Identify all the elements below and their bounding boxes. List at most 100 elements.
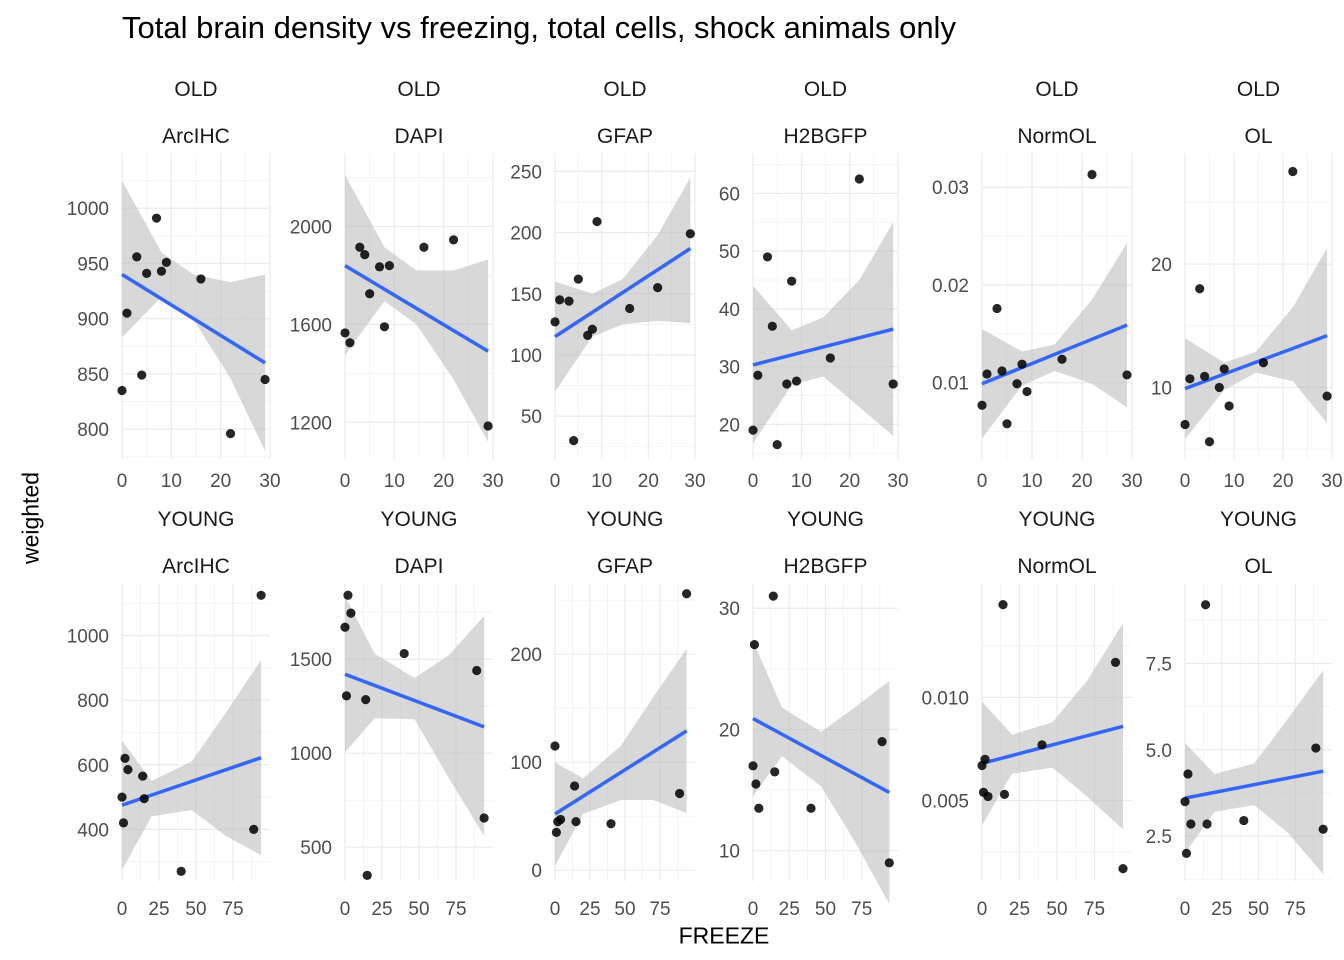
facet-strip-row-label: OLD <box>174 78 217 101</box>
data-point <box>120 753 130 763</box>
y-tick-label: 40 <box>719 300 740 321</box>
data-point <box>570 781 580 791</box>
y-tick-label: 10 <box>1151 378 1172 399</box>
data-point <box>675 788 685 799</box>
data-point <box>555 295 565 305</box>
facet-panel: YOUNG ArcIHC 0 25 50 75 400 600 800 1000 <box>67 508 270 920</box>
facet-strip-row-label: OLD <box>603 78 646 101</box>
data-point <box>791 376 802 386</box>
y-tick-label: 800 <box>77 420 109 441</box>
data-point <box>345 338 355 348</box>
data-point <box>1311 743 1321 753</box>
facet-strip-col-label: H2BGFP <box>783 125 867 148</box>
y-tick-label: 1200 <box>290 413 332 434</box>
data-point <box>1183 769 1193 779</box>
x-tick-label: 0 <box>117 899 128 920</box>
data-point <box>1022 386 1032 397</box>
y-tick-label: 850 <box>77 365 109 386</box>
data-point <box>749 640 760 650</box>
y-tick-label: 1600 <box>290 315 332 336</box>
data-point <box>977 400 987 410</box>
data-point <box>685 229 695 239</box>
confidence-band <box>555 648 687 866</box>
data-point <box>754 803 764 813</box>
data-point <box>117 385 127 396</box>
data-point <box>1202 819 1212 829</box>
data-point <box>142 268 152 279</box>
y-tick-label: 250 <box>510 162 542 183</box>
x-axis-label: FREEZE <box>678 922 770 949</box>
data-point <box>472 665 482 676</box>
data-point <box>196 274 206 284</box>
data-point <box>138 771 148 781</box>
data-point <box>260 374 270 385</box>
facet-panel: YOUNG DAPI 0 25 50 75 500 1000 1500 <box>290 508 493 920</box>
data-point <box>362 870 372 880</box>
x-tick-label: 75 <box>222 899 243 920</box>
data-point <box>365 289 375 299</box>
data-point <box>806 803 816 813</box>
data-point <box>1214 382 1224 393</box>
data-point <box>117 792 127 802</box>
data-point <box>884 858 894 868</box>
y-tick-label: 200 <box>510 224 542 245</box>
data-point <box>355 242 365 252</box>
data-point <box>1110 657 1121 667</box>
data-point <box>1180 796 1190 807</box>
y-tick-label: 1000 <box>290 744 332 765</box>
x-tick-label: 0 <box>748 471 759 492</box>
x-tick-label: 0 <box>117 471 128 492</box>
facet-strip-col-label: GFAP <box>597 125 653 148</box>
data-point <box>225 428 236 439</box>
data-point <box>768 591 778 601</box>
facet-panel: OLD H2BGFP 0 10 20 30 20 30 40 50 60 <box>719 78 909 492</box>
data-point <box>571 817 581 827</box>
y-tick-label: 20 <box>719 720 740 741</box>
data-point <box>256 590 266 600</box>
x-tick-label: 20 <box>839 471 860 492</box>
facet-panel: OLD GFAP 0 10 20 30 50 100 150 200 250 <box>510 78 705 492</box>
data-point <box>360 249 370 260</box>
facet-strip-col-label: NormOL <box>1017 555 1096 578</box>
data-point <box>176 866 186 876</box>
y-tick-label: 0.005 <box>921 792 969 813</box>
data-point <box>151 213 162 223</box>
y-tick-label: 1500 <box>290 650 332 671</box>
data-point <box>1181 848 1192 858</box>
data-point <box>753 370 763 380</box>
data-point <box>888 379 898 389</box>
data-point <box>1322 391 1332 401</box>
data-point <box>379 322 390 332</box>
facet-panel: OLD OL 0 10 20 30 10 20 <box>1151 78 1343 492</box>
data-point <box>139 794 149 804</box>
x-tick-label: 10 <box>1021 471 1042 492</box>
data-point <box>653 283 663 293</box>
x-tick-label: 30 <box>1121 471 1142 492</box>
y-tick-label: 2.5 <box>1146 827 1172 848</box>
chart-title: Total brain density vs freezing, total c… <box>122 10 956 45</box>
data-point <box>132 252 142 262</box>
x-tick-label: 20 <box>210 471 231 492</box>
facet-panel: YOUNG GFAP 0 25 50 75 0 100 200 <box>510 508 695 920</box>
x-tick-label: 50 <box>1046 899 1067 920</box>
data-point <box>1195 284 1205 294</box>
fit-line <box>121 273 266 365</box>
y-tick-label: 150 <box>510 285 542 306</box>
data-point <box>1318 824 1328 834</box>
x-tick-label: 25 <box>148 899 169 920</box>
x-tick-label: 0 <box>550 471 561 492</box>
data-point <box>877 736 887 747</box>
x-tick-label: 20 <box>433 471 454 492</box>
facet-strip-row-label: OLD <box>397 78 440 101</box>
data-point <box>782 379 792 389</box>
y-tick-label: 900 <box>77 310 109 331</box>
confidence-band <box>982 623 1123 830</box>
y-tick-label: 60 <box>719 184 740 205</box>
data-point <box>551 827 562 838</box>
data-point <box>983 791 993 802</box>
x-tick-label: 75 <box>851 899 872 920</box>
data-point <box>569 436 579 446</box>
data-point <box>999 789 1010 799</box>
data-point <box>980 754 990 764</box>
